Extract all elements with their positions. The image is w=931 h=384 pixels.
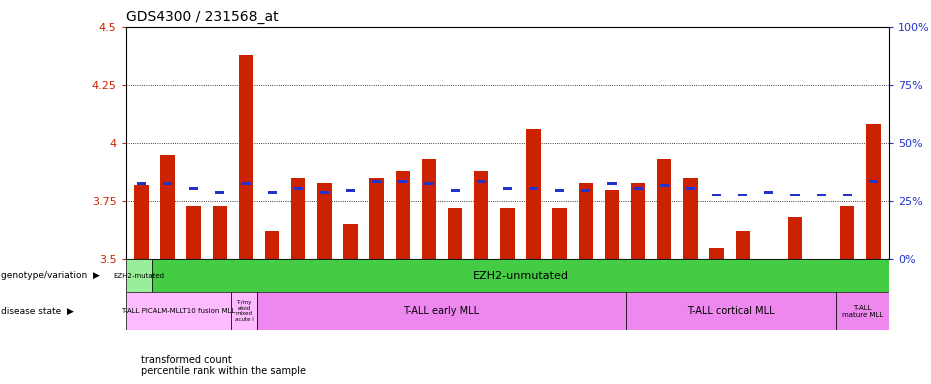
Bar bbox=[552, 208, 567, 259]
Bar bbox=[500, 208, 515, 259]
Bar bbox=[372, 180, 382, 182]
Bar bbox=[291, 178, 305, 259]
Bar bbox=[160, 155, 175, 259]
Bar bbox=[126, 27, 889, 259]
Text: GDS4300 / 231568_at: GDS4300 / 231568_at bbox=[126, 10, 278, 25]
Bar bbox=[163, 182, 172, 185]
Bar bbox=[370, 178, 384, 259]
Bar bbox=[529, 187, 538, 190]
Bar bbox=[836, 292, 889, 330]
Bar bbox=[579, 182, 593, 259]
Bar bbox=[503, 187, 512, 190]
Text: T-/my
eloid
mixed
acute l: T-/my eloid mixed acute l bbox=[235, 300, 253, 322]
Text: T-ALL early MLL: T-ALL early MLL bbox=[403, 306, 479, 316]
Bar bbox=[215, 191, 224, 194]
Bar bbox=[790, 194, 800, 197]
Text: T-ALL PICALM-MLLT10 fusion MLL: T-ALL PICALM-MLLT10 fusion MLL bbox=[121, 308, 236, 314]
Bar bbox=[869, 180, 878, 182]
Bar bbox=[581, 189, 590, 192]
Text: T-ALL
mature MLL: T-ALL mature MLL bbox=[843, 305, 884, 318]
Bar bbox=[866, 124, 881, 259]
Bar bbox=[477, 180, 486, 182]
Text: disease state  ▶: disease state ▶ bbox=[1, 306, 74, 316]
Bar bbox=[320, 191, 329, 194]
Bar bbox=[344, 224, 358, 259]
Bar bbox=[788, 217, 803, 259]
Bar bbox=[346, 189, 355, 192]
Bar bbox=[238, 55, 253, 259]
Bar bbox=[683, 178, 697, 259]
Bar bbox=[840, 206, 855, 259]
Bar bbox=[735, 231, 749, 259]
Bar bbox=[607, 182, 616, 185]
Bar bbox=[396, 171, 410, 259]
Text: EZH2-unmutated: EZH2-unmutated bbox=[473, 270, 569, 281]
Bar bbox=[474, 171, 489, 259]
Bar bbox=[126, 259, 152, 292]
Bar bbox=[265, 231, 279, 259]
Bar bbox=[660, 184, 668, 187]
Bar bbox=[257, 292, 626, 330]
Bar bbox=[422, 159, 436, 259]
Bar bbox=[189, 187, 198, 190]
Bar bbox=[605, 189, 619, 259]
Bar bbox=[186, 206, 201, 259]
Bar bbox=[231, 292, 257, 330]
Bar bbox=[317, 182, 331, 259]
Bar bbox=[843, 194, 852, 197]
Text: transformed count: transformed count bbox=[141, 355, 231, 365]
Bar bbox=[398, 180, 408, 182]
Bar bbox=[526, 129, 541, 259]
Bar bbox=[241, 182, 250, 185]
Bar bbox=[267, 191, 277, 194]
Bar bbox=[764, 191, 774, 194]
Bar bbox=[555, 189, 564, 192]
Bar bbox=[425, 182, 434, 185]
Bar bbox=[137, 182, 146, 185]
Bar bbox=[686, 187, 695, 190]
Bar bbox=[451, 189, 460, 192]
Text: T-ALL cortical MLL: T-ALL cortical MLL bbox=[687, 306, 775, 316]
Bar bbox=[657, 159, 671, 259]
Text: genotype/variation  ▶: genotype/variation ▶ bbox=[1, 271, 100, 280]
Bar bbox=[712, 194, 722, 197]
Bar bbox=[633, 187, 642, 190]
Bar bbox=[293, 187, 303, 190]
Bar bbox=[738, 194, 748, 197]
Bar bbox=[626, 292, 836, 330]
Bar bbox=[134, 185, 149, 259]
Bar bbox=[709, 248, 723, 259]
Bar bbox=[631, 182, 645, 259]
Bar bbox=[126, 292, 231, 330]
Bar bbox=[212, 206, 227, 259]
Text: EZH2-mutated: EZH2-mutated bbox=[114, 273, 165, 278]
Bar bbox=[816, 194, 826, 197]
Text: percentile rank within the sample: percentile rank within the sample bbox=[141, 366, 305, 376]
Bar bbox=[448, 208, 463, 259]
